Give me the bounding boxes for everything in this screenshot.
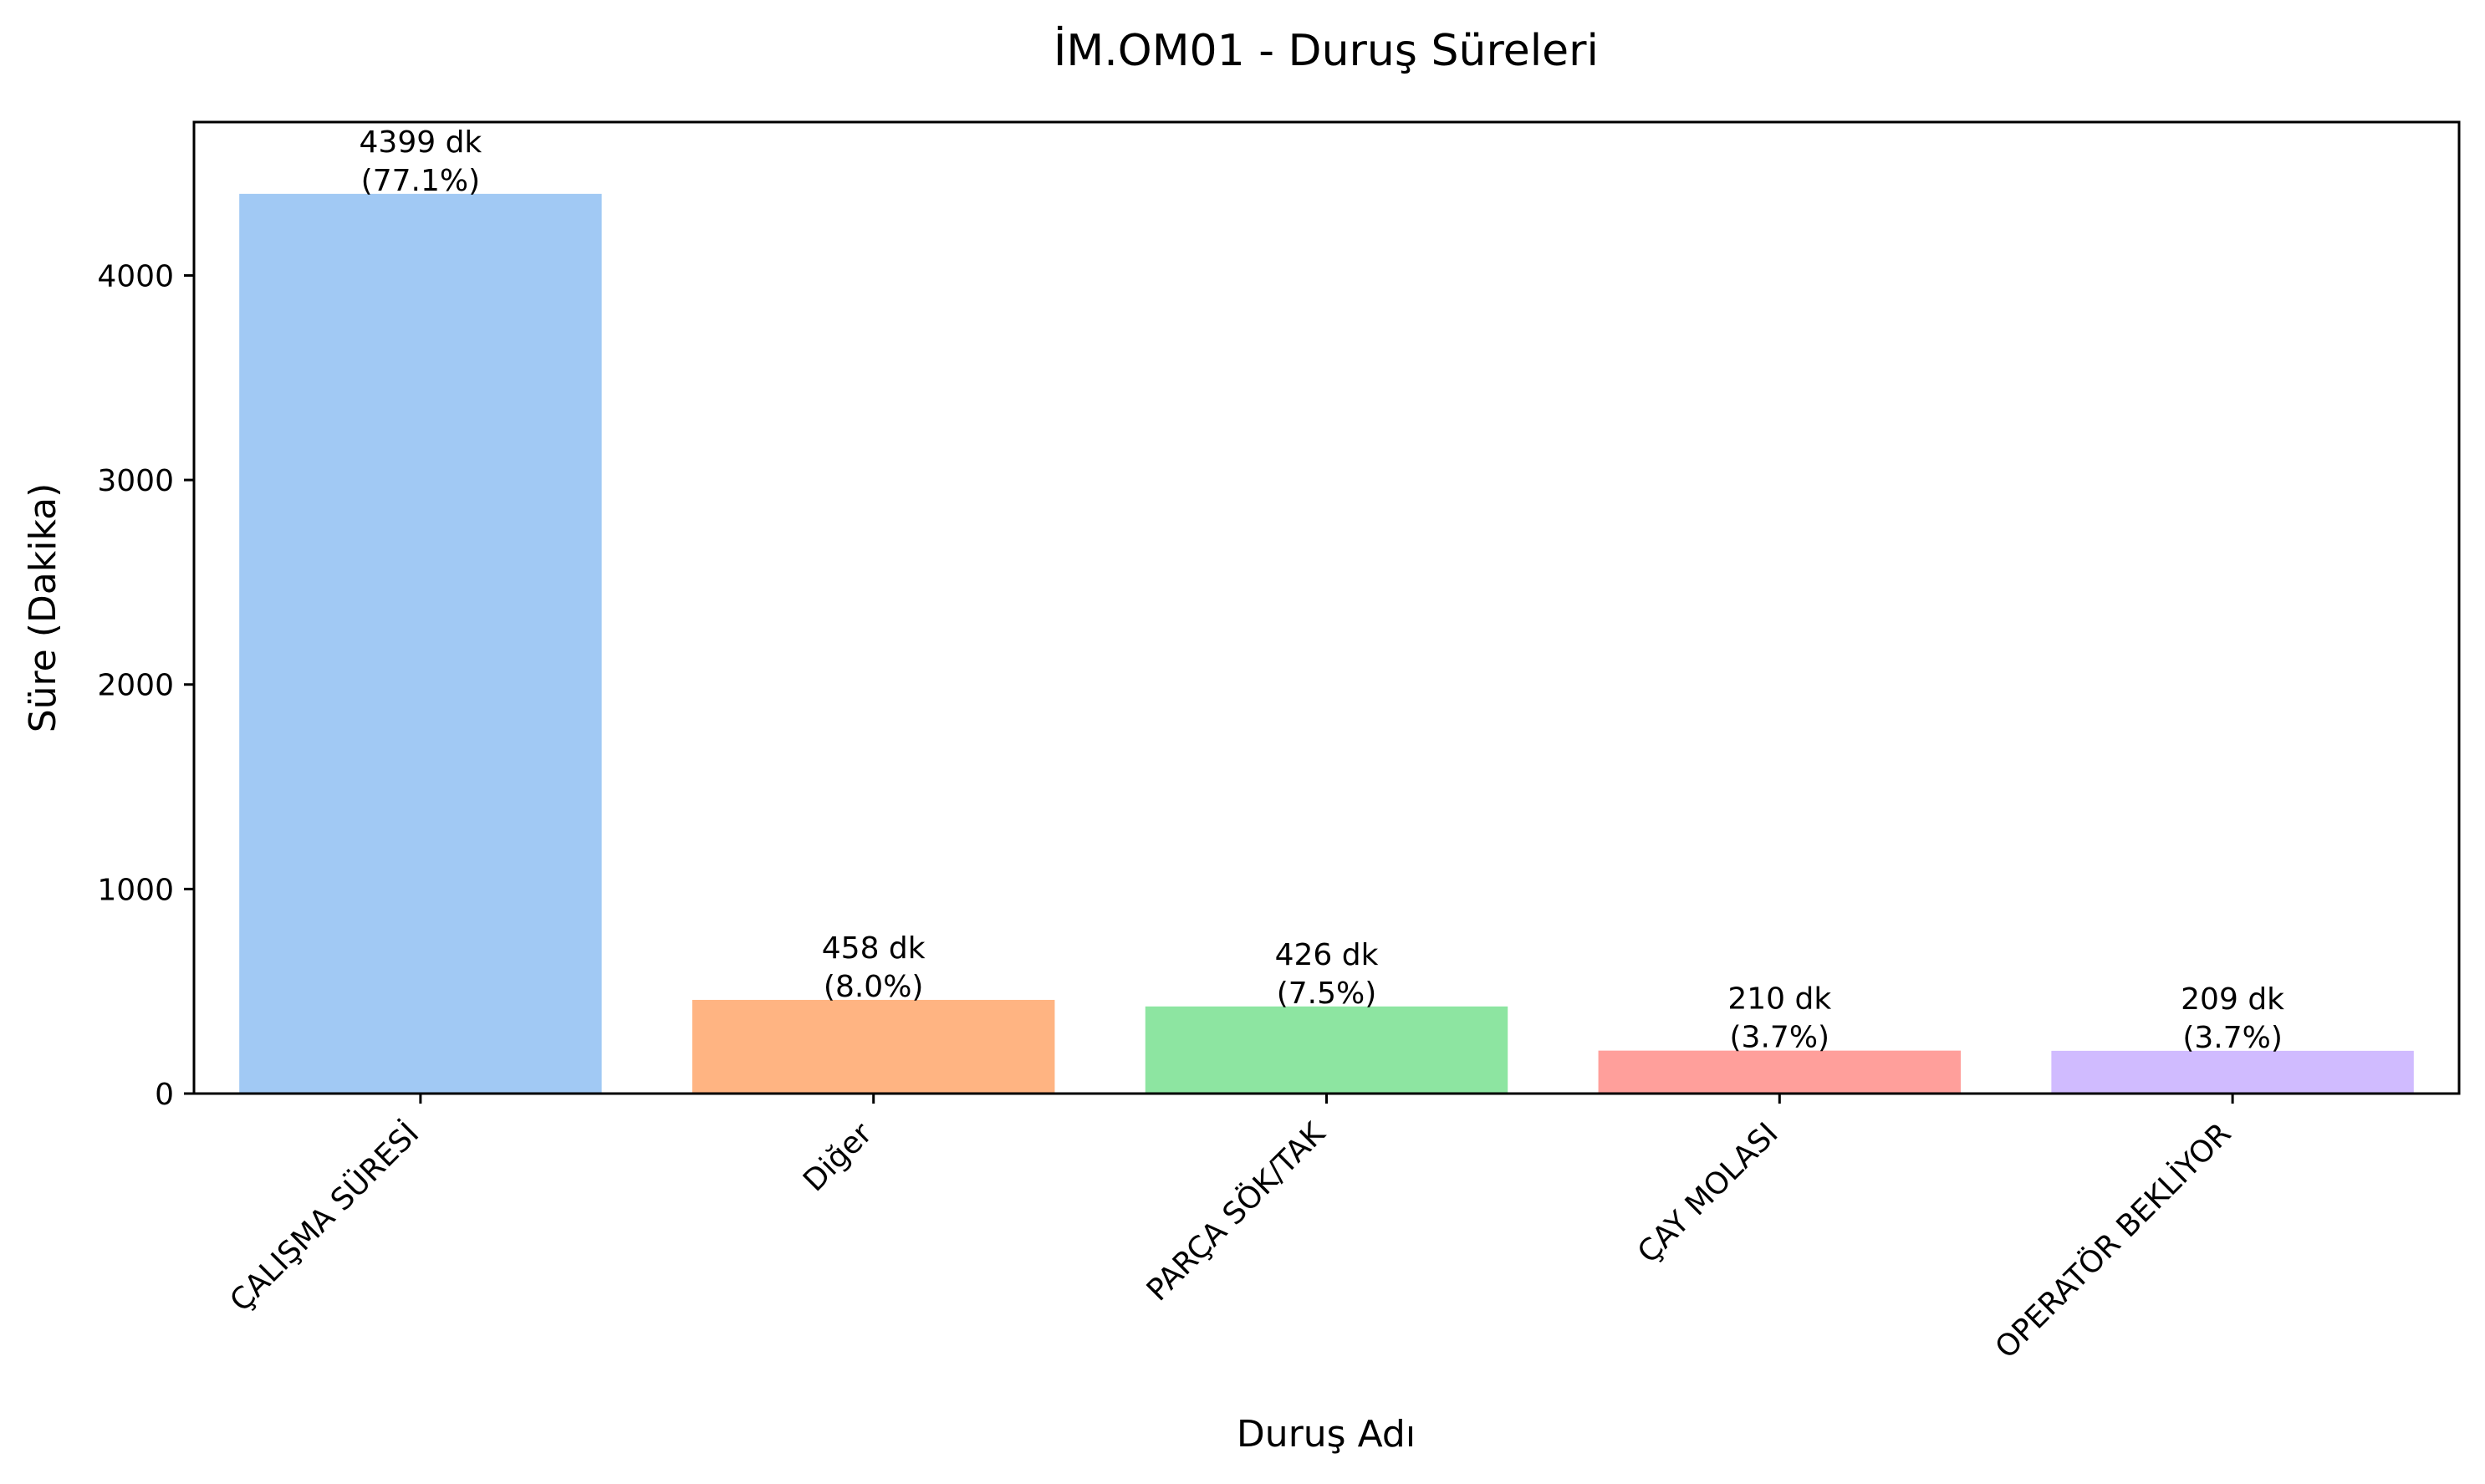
bar-value-label: 210 dk <box>1727 982 1831 1017</box>
x-tick-label: Diğer <box>797 1116 879 1198</box>
y-tick-label: 4000 <box>97 259 174 293</box>
y-axis-title: Süre (Dakika) <box>22 483 64 733</box>
bar <box>239 193 602 1094</box>
data-labels-layer: 4399 dk (77.1%) 458 dk (8.0%) 426 dk (7.5%) 21… <box>360 125 2285 1055</box>
x-tick-label: PARÇA SÖK/TAK <box>1140 1115 1333 1308</box>
chart-title: İM.OM01 - Duruş Süreleri <box>1054 25 1599 76</box>
bar-value-label: 4399 dk <box>360 125 482 160</box>
bar-value-label: 209 dk <box>2181 982 2284 1017</box>
x-tick-label: ÇALIŞMA SÜRESİ <box>223 1116 426 1318</box>
y-tick-label: 2000 <box>97 669 174 703</box>
bar <box>1598 1050 1962 1094</box>
bars-layer <box>239 193 2414 1094</box>
y-tick-label: 3000 <box>97 464 174 498</box>
x-tick-label: ÇAY MOLASI <box>1631 1116 1785 1270</box>
x-axis-title: Duruş Adı <box>1237 1413 1416 1456</box>
bar-value-label: 458 dk <box>822 931 926 966</box>
bar-value-label: 426 dk <box>1275 938 1379 972</box>
bar <box>1145 1006 1508 1094</box>
x-tick-label: OPERATÖR BEKLİYOR <box>1988 1116 2238 1365</box>
bar-percent-label: (3.7%) <box>1730 1021 1830 1055</box>
y-tick-label: 1000 <box>97 873 174 907</box>
bar-percent-label: (7.5%) <box>1277 977 1377 1011</box>
y-tick-label: 0 <box>155 1078 174 1112</box>
x-axis: ÇALIŞMA SÜRESİ Diğer PARÇA SÖK/TAK ÇAY MOLA… <box>223 1094 2238 1365</box>
bar <box>691 999 1055 1094</box>
bar <box>2051 1050 2414 1094</box>
bar-percent-label: (8.0%) <box>824 970 924 1004</box>
y-axis: 0 1000 2000 3000 4000 <box>97 259 194 1112</box>
bar-percent-label: (77.1%) <box>361 164 480 198</box>
bar-percent-label: (3.7%) <box>2182 1021 2283 1055</box>
